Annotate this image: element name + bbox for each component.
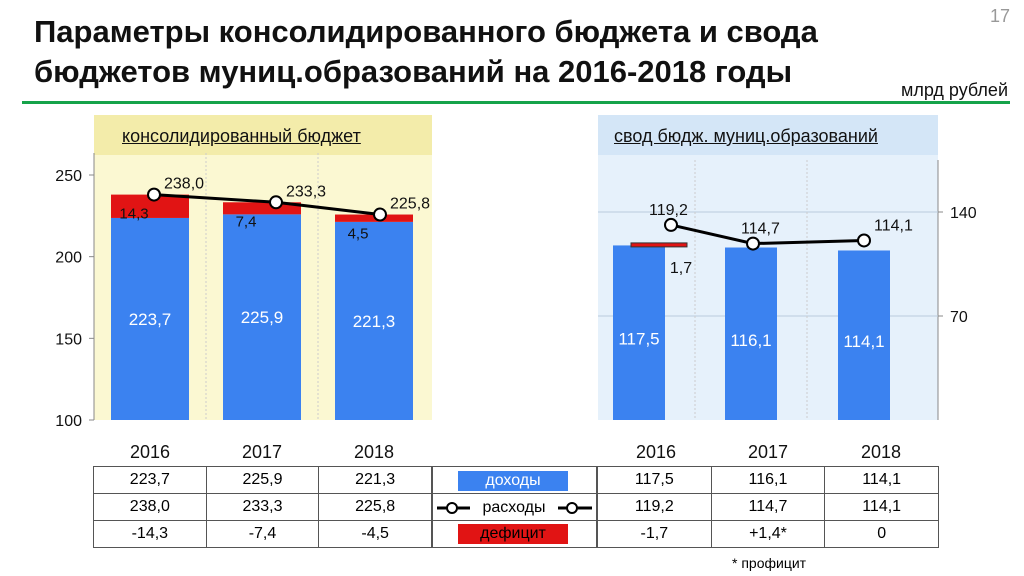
right-chart-title: свод бюдж. муниц.образований [614,126,878,146]
table-cell: -14,3 [93,520,207,548]
left-bar-income [335,221,413,420]
table-row: 223,7 225,9 221,3 [93,466,432,494]
legend-deficit-label: дефицит [480,525,546,542]
table-cell: 233,3 [205,493,320,521]
right-expense-point [664,217,678,232]
table-cell: 223,7 [93,466,207,494]
left-category-label: 2017 [242,442,282,462]
table-cell: -4,5 [318,520,432,548]
right-bar-income [613,245,665,420]
left-deficit-label: 7,4 [236,213,257,230]
table-cell: 114,7 [710,493,826,521]
table-cell: 116,1 [710,466,826,494]
table-cell: 114,1 [824,466,939,494]
footnote: * профицит [732,555,807,571]
left-category-label: 2016 [130,442,170,462]
right-expense-label: 114,7 [741,221,780,238]
left-values-table: 223,7 225,9 221,3 238,0 233,3 225,8 -14,… [93,466,432,548]
right-expense-point [746,236,760,251]
right-income-label: 114,1 [843,332,884,351]
right-income-label: 117,5 [618,330,659,349]
page-number: 17 [989,6,1010,26]
right-y-tick-label: 140 [950,205,977,222]
legend-income-label: доходы [485,472,541,489]
left-bar-income [223,214,301,420]
right-category-label: 2016 [636,442,676,462]
left-chart-title: консолидированный бюджет [122,126,361,146]
right-values-table: 117,5 116,1 114,1 119,2 114,7 114,1 -1,7… [597,466,939,548]
left-y-tick-label: 100 [55,413,82,430]
table-row: 117,5 116,1 114,1 [597,466,939,494]
page-title: Параметры консолидированного бюджета и с… [34,14,818,89]
left-deficit-label: 4,5 [348,226,369,243]
right-y-tick-label: 70 [950,309,968,326]
table-row: 238,0 233,3 225,8 [93,493,432,521]
table-row: -14,3 -7,4 -4,5 [93,520,432,548]
left-expense-label: 225,8 [390,196,430,213]
left-expense-point [147,187,161,202]
left-income-label: 223,7 [129,310,172,329]
left-bar-deficit [111,194,189,218]
right-income-label: 116,1 [730,331,771,350]
right-bar-income [838,250,890,420]
left-deficit-label: 14,3 [119,206,148,223]
table-row: 119,2 114,7 114,1 [597,493,939,521]
left-income-label: 225,9 [241,308,284,327]
left-expense-point [269,195,283,210]
right-expense-label: 114,1 [874,217,913,234]
table-cell: -7,4 [205,520,320,548]
right-deficit-label: 1,7 [670,260,692,277]
right-expense-point [857,233,871,248]
left-expense-label: 238,0 [164,176,204,193]
table-cell: +1,4* [710,520,826,548]
left-y-tick-label: 150 [55,331,82,348]
table-cell: 225,9 [205,466,320,494]
left-y-tick-label: 250 [55,168,82,185]
table-cell: 0 [824,520,939,548]
units-label: млрд рублей [900,80,1008,100]
left-expense-label: 233,3 [286,183,326,200]
left-bar-deficit [335,214,413,222]
table-cell: 221,3 [318,466,432,494]
left-y-tick-label: 200 [55,250,82,267]
table-cell: 238,0 [93,493,207,521]
right-title-band [598,115,938,155]
left-category-label: 2018 [354,442,394,462]
right-bar-deficit [630,242,688,248]
table-cell: 225,8 [318,493,432,521]
table-cell: 114,1 [824,493,939,521]
title-underline [22,101,1010,104]
table-row: -1,7 +1,4* 0 [597,520,939,548]
left-title-band [94,115,432,155]
right-category-label: 2018 [861,442,901,462]
left-bar-income [111,217,189,420]
legend-expenses-label: расходы [482,499,546,516]
table-cell: 117,5 [597,466,712,494]
right-expense-label: 119,2 [649,202,688,219]
right-bar-income [725,247,777,420]
left-expense-point [373,207,387,222]
left-income-label: 221,3 [353,312,396,331]
right-category-label: 2017 [748,442,788,462]
table-cell: -1,7 [597,520,712,548]
table-cell: 119,2 [597,493,712,521]
